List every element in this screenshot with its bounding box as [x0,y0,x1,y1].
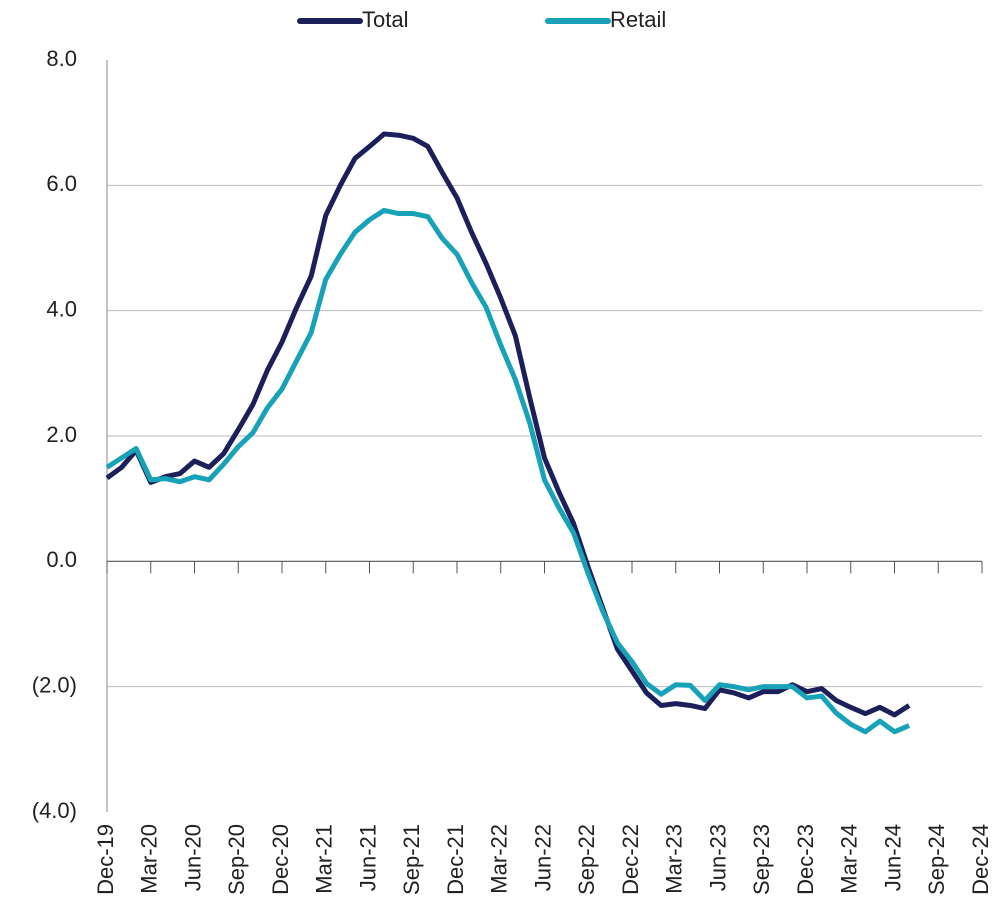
x-tick-label: Jun-24 [880,824,905,891]
x-tick-label: Mar-20 [137,824,162,894]
x-tick-label: Mar-23 [662,824,687,894]
x-tick-label: Dec-23 [793,824,818,895]
y-tick-label: 8.0 [46,46,77,71]
x-tick-label: Mar-22 [487,824,512,894]
x-tick-label: Jun-22 [530,824,555,891]
x-tick-label: Sep-21 [399,824,424,895]
y-tick-label: 0.0 [46,547,77,572]
x-tick-label: Sep-20 [224,824,249,895]
x-tick-label: Dec-19 [93,824,118,895]
x-tick-label: Dec-24 [968,824,993,895]
y-tick-label: 4.0 [46,296,77,321]
y-tick-label: (2.0) [32,672,77,697]
x-tick-label: Mar-24 [837,824,862,894]
x-tick-label: Dec-22 [618,824,643,895]
x-tick-label: Sep-22 [574,824,599,895]
x-tick-label: Jun-21 [355,824,380,891]
series-line [105,207,911,735]
x-tick-label: Mar-21 [312,824,337,894]
y-tick-label: 6.0 [46,171,77,196]
y-tick-label: 2.0 [46,422,77,447]
y-tick-label: (4.0) [32,798,77,823]
legend-label: Retail [610,7,666,32]
x-tick-label: Dec-21 [443,824,468,895]
x-tick-label: Sep-23 [749,824,774,895]
series-line [105,131,911,718]
x-tick-label: Jun-23 [705,824,730,891]
x-tick-label: Dec-20 [268,824,293,895]
x-tick-label: Jun-20 [180,824,205,891]
legend-label: Total [362,7,408,32]
x-tick-label: Sep-24 [924,824,949,895]
